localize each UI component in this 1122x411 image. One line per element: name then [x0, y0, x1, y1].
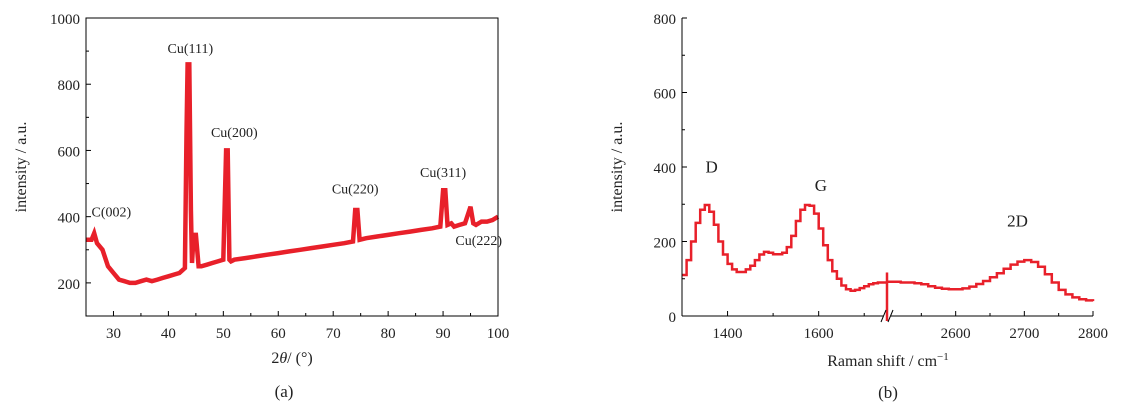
xrd-x-tick-label: 100	[487, 326, 510, 342]
xrd-series	[86, 62, 500, 286]
raman-y-tick-label: 600	[654, 87, 677, 103]
xrd-peak-label: C(002)	[91, 206, 131, 221]
xrd-x-tick-label: 90	[436, 326, 451, 342]
xrd-x-tick-label: 40	[161, 326, 176, 342]
raman-y-tick-label: 200	[654, 236, 677, 252]
raman-x-axis-label: Raman shift / cm−1	[827, 351, 948, 370]
xrd-x-tick-label: 80	[381, 326, 396, 342]
xrd-peak-label: Cu(222)	[455, 234, 502, 249]
xrd-annotations: C(002) Cu(111) Cu(200) Cu(220) Cu(311) Cu(222…	[91, 42, 502, 249]
xrd-caption: (a)	[275, 382, 294, 401]
raman-band-label: G	[815, 176, 827, 195]
raman-x-tick-label: 2800	[1078, 326, 1108, 342]
xrd-x-tick-label: 70	[326, 326, 341, 342]
xrd-pattern-line	[86, 62, 500, 286]
raman-axis-break-slash	[880, 309, 887, 323]
xrd-y-tick-label: 200	[58, 277, 81, 293]
xrd-plot-frame	[85, 17, 499, 317]
raman-x-tick-label: 2600	[941, 326, 971, 342]
raman-y-tick-label: 800	[654, 12, 677, 28]
xrd-y-tick-label: 800	[58, 78, 81, 94]
raman-band-label: 2D	[1007, 212, 1028, 231]
xrd-chart: 30 40 50 60 70 80 90 100 200 400 600 800 1000 C(002…	[13, 12, 509, 401]
xrd-peak-label: Cu(200)	[211, 126, 258, 141]
xrd-peak-label: Cu(220)	[332, 182, 379, 197]
raman-series	[682, 203, 1095, 321]
xrd-peak-label: Cu(311)	[420, 166, 466, 181]
raman-y-tick-label: 400	[654, 161, 677, 177]
raman-y-axis-label: intensity / a.u.	[609, 122, 626, 213]
xrd-y-tick-label: 400	[58, 211, 81, 227]
xrd-peak-label: Cu(111)	[168, 42, 214, 57]
xrd-x-tick-label: 30	[106, 326, 121, 342]
raman-x-ticks: 1400 1600 2600 2700 2800	[681, 311, 1108, 342]
raman-band-label: D	[705, 158, 717, 177]
raman-y-ticks: 0 200 400 600 800	[654, 12, 687, 326]
raman-x-tick-label: 1400	[713, 326, 743, 342]
xrd-x-axis-label: 2θ/ (°)	[271, 350, 312, 367]
xrd-y-ticks: 200 400 600 800 1000	[50, 12, 91, 293]
xrd-x-tick-label: 50	[216, 326, 231, 342]
raman-x-tick-label: 1600	[804, 326, 834, 342]
raman-spectrum-low	[682, 203, 887, 292]
raman-axis-break-slash	[887, 309, 894, 323]
raman-annotations: D G 2D	[705, 158, 1027, 231]
raman-x-tick-label: 2700	[1009, 326, 1039, 342]
raman-y-tick-label: 0	[669, 310, 677, 326]
xrd-y-tick-label: 1000	[50, 12, 80, 28]
xrd-y-tick-label: 600	[58, 144, 81, 160]
raman-spectrum-high	[887, 258, 1095, 302]
xrd-y-axis-label: intensity / a.u.	[13, 122, 30, 213]
raman-caption: (b)	[878, 383, 898, 402]
xrd-x-tick-label: 60	[271, 326, 286, 342]
xrd-x-ticks: 30 40 50 60 70 80 90 100	[85, 311, 510, 342]
